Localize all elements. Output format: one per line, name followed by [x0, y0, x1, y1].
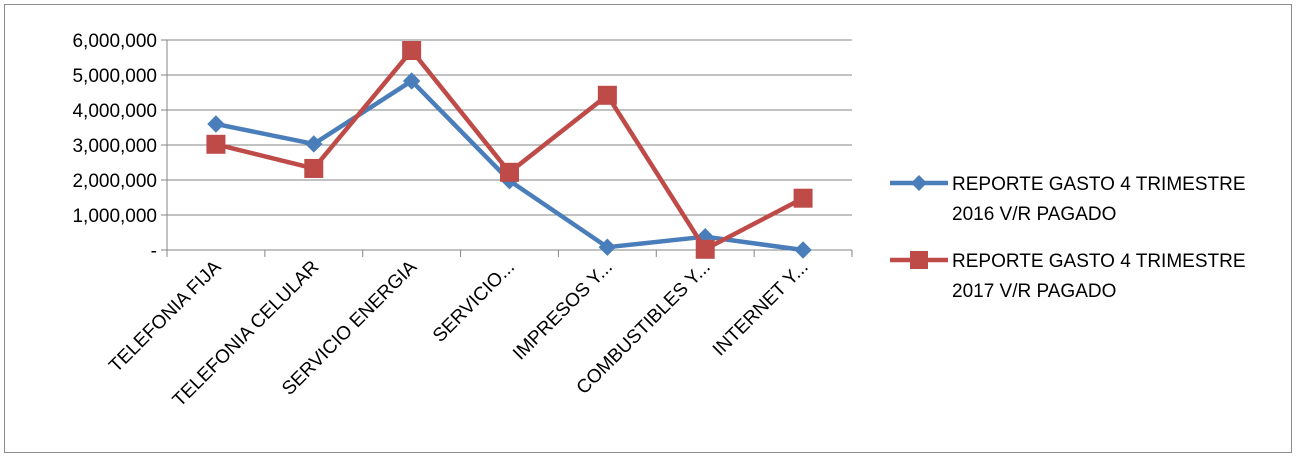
data-point-diamond: [402, 72, 421, 90]
x-tick-label: IMPRESOS Y...: [509, 257, 617, 365]
data-point-diamond: [305, 135, 323, 153]
x-tick-label: INTERNET Y...: [709, 257, 813, 361]
y-tick-label: 3,000,000: [72, 136, 157, 157]
legend-label-line2: 2017 V/R PAGADO: [952, 281, 1116, 302]
data-point-square: [793, 188, 813, 208]
x-axis: [166, 40, 853, 257]
chart-frame: [4, 4, 1292, 453]
data-point-square: [500, 162, 519, 182]
y-tick-label: -: [151, 241, 157, 262]
data-point-square: [206, 134, 226, 154]
x-tick-label: SERVICIO...: [429, 257, 519, 347]
series-group: [206, 41, 813, 259]
data-point-square: [597, 85, 617, 105]
y-tick-label: 4,000,000: [72, 101, 157, 122]
data-point-square: [695, 239, 715, 259]
data-point-square: [402, 41, 422, 60]
y-tick-label: 6,000,000: [72, 31, 157, 52]
data-point-diamond: [207, 115, 225, 133]
y-tick-label: 1,000,000: [72, 206, 157, 227]
y-tick-label: 2,000,000: [72, 171, 157, 192]
series-line-2: [215, 48, 805, 252]
data-point-diamond: [794, 241, 812, 259]
legend: REPORTE GASTO 4 TRIMESTRE 2016 V/R PAGADO…: [890, 174, 1246, 302]
y-axis-tick-labels: - 1,000,000 2,000,000 3,000,000 4,000,000 5,0…: [72, 31, 157, 262]
data-point-diamond: [598, 238, 617, 256]
gridlines: [161, 39, 852, 251]
y-tick-label: 5,000,000: [72, 66, 157, 87]
legend-label-line1: REPORTE GASTO 4 TRIMESTRE: [952, 251, 1246, 272]
legend-label-line2: 2016 V/R PAGADO: [952, 204, 1116, 225]
legend-label-line1: REPORTE GASTO 4 TRIMESTRE: [952, 174, 1246, 195]
data-point-square: [304, 158, 324, 178]
legend-marker-diamond: [911, 175, 927, 191]
legend-marker-square: [910, 251, 928, 269]
